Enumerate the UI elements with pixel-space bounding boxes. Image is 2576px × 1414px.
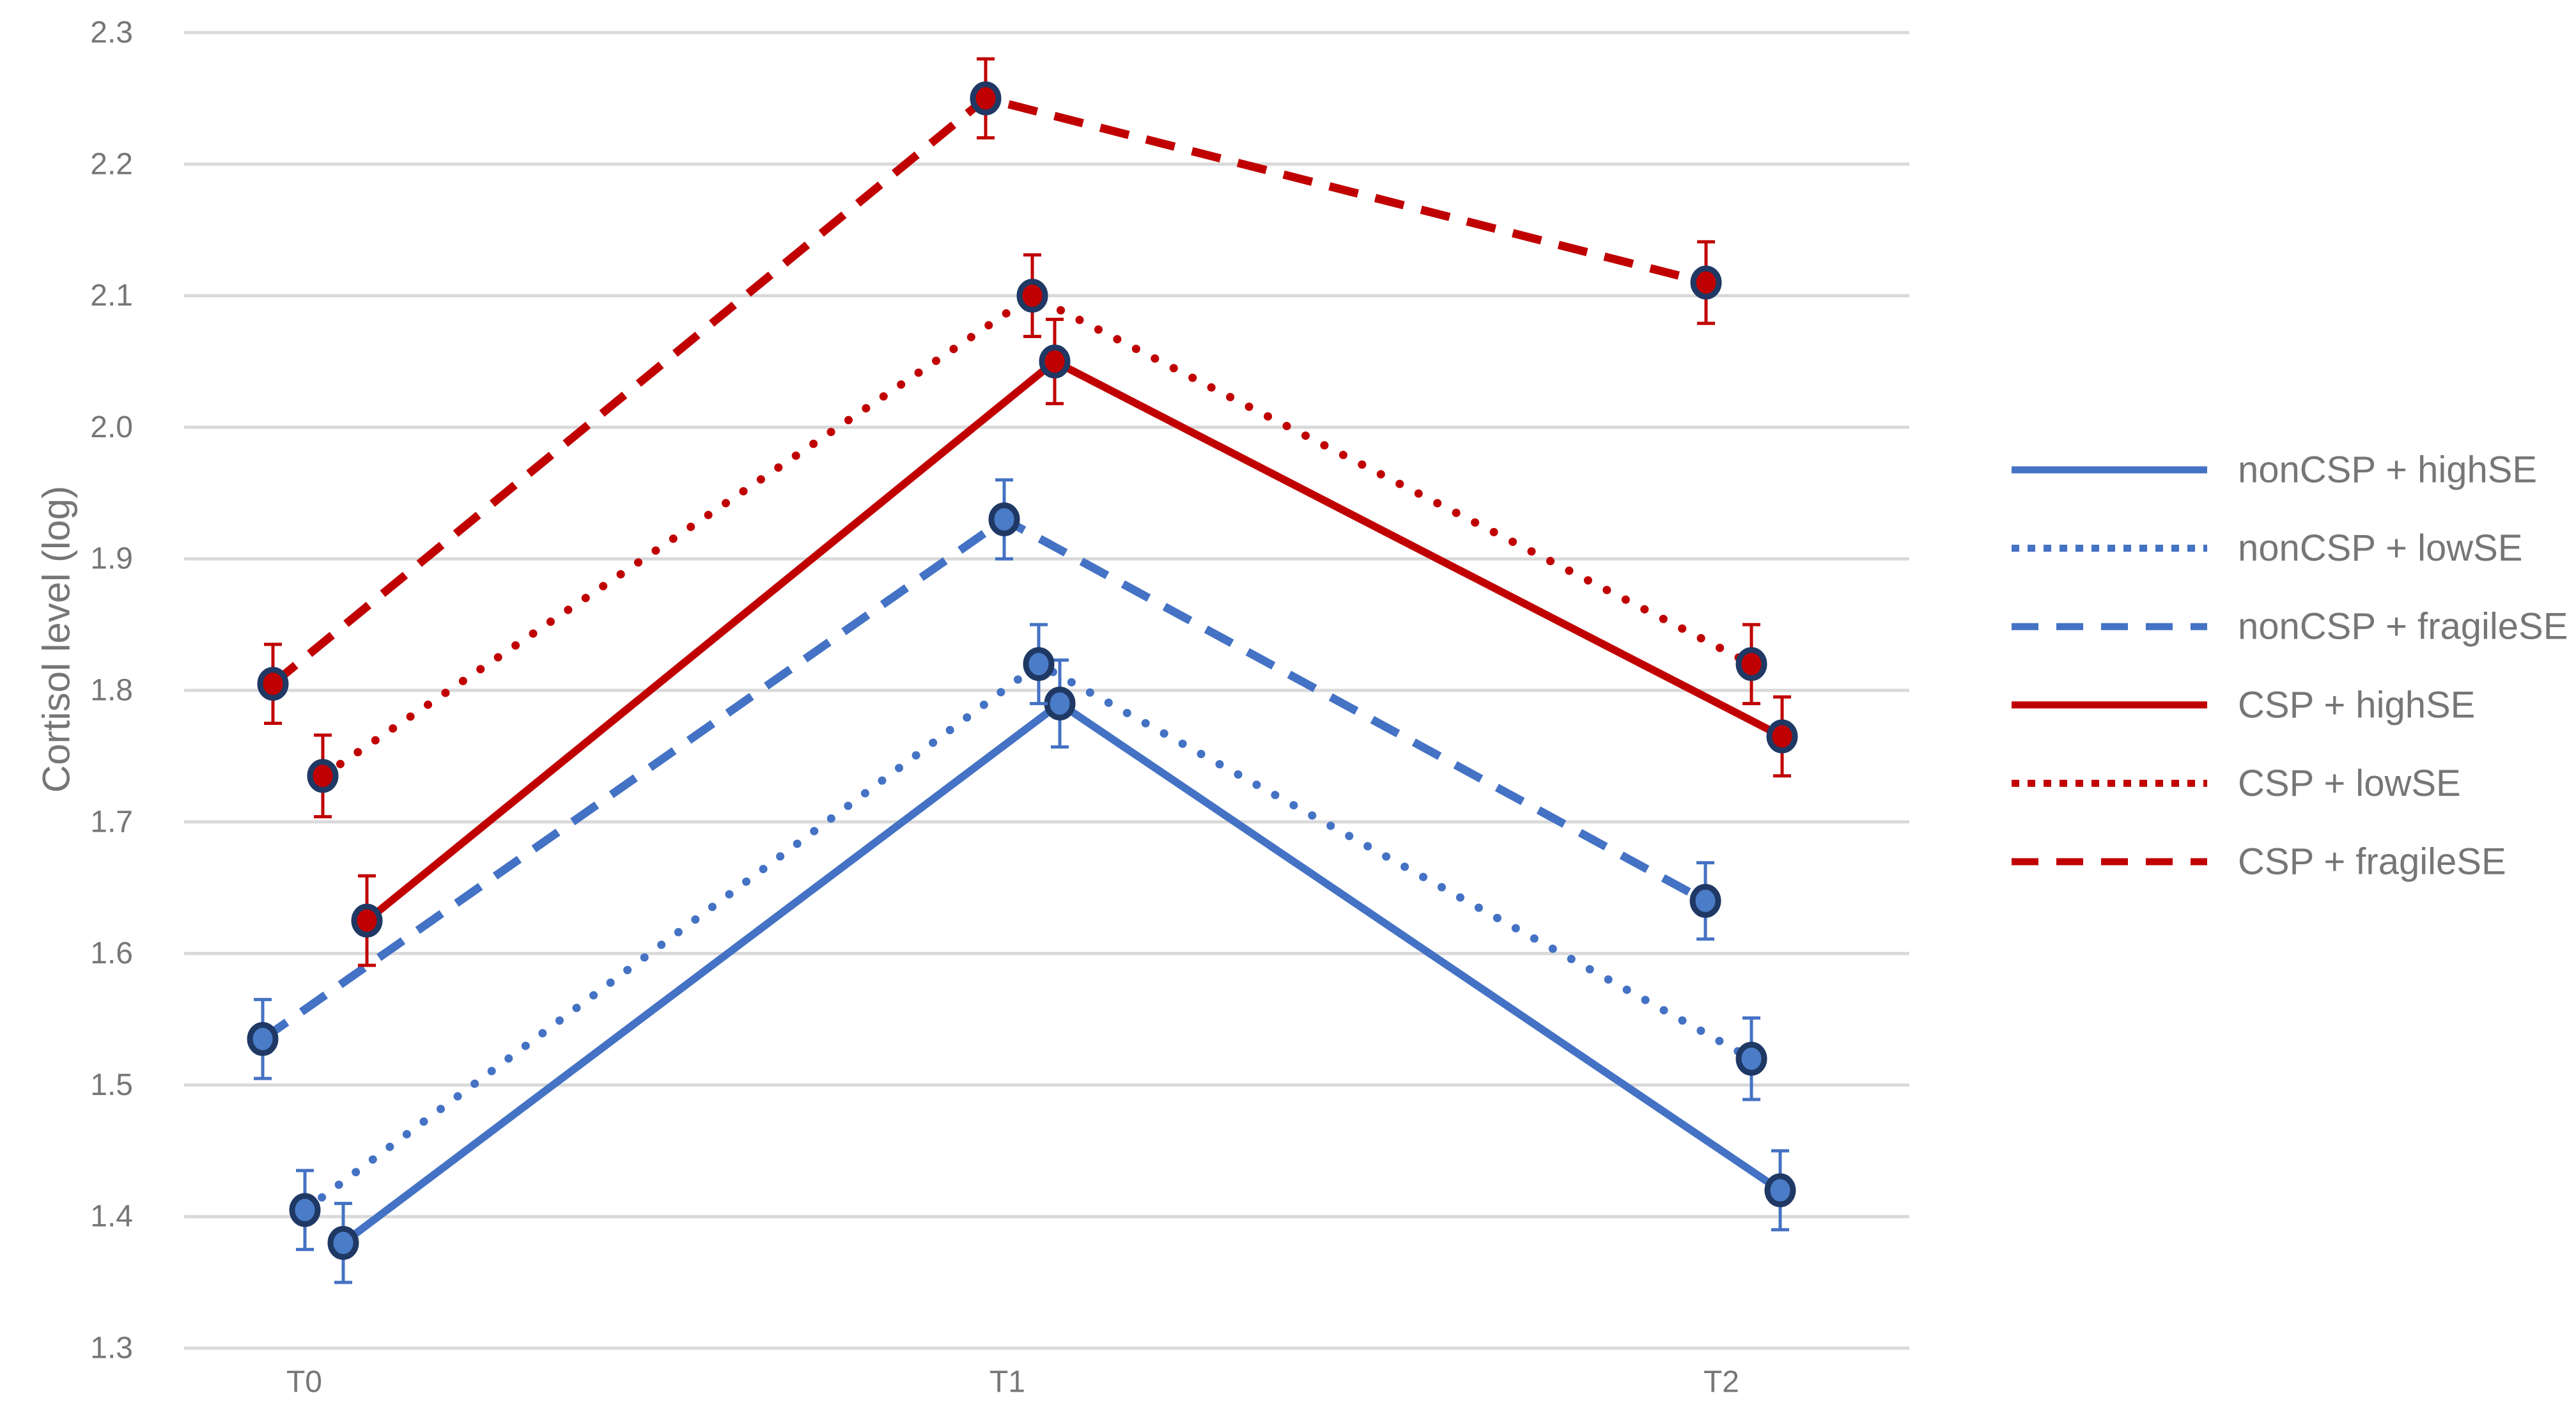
data-point-noncsp-lowse-t1: [1023, 647, 1055, 681]
data-point-noncsp-highse-t1: [1044, 687, 1076, 721]
x-axis-tick-labels: T0 T1 T2: [286, 1365, 1739, 1399]
y-tick-label-1.9: 1.9: [90, 542, 133, 576]
y-tick-label-2.0: 2.0: [90, 410, 133, 444]
data-point-csp-fragilese-t0: [257, 667, 289, 701]
series-noncsp-lowse: [289, 623, 1767, 1252]
data-point-csp-lowse-t0: [307, 759, 339, 793]
legend: nonCSP + highSE nonCSP + lowSE nonCSP + fr…: [2012, 449, 2568, 883]
data-point-noncsp-highse-t2: [1764, 1173, 1796, 1208]
x-axis-label-t2: T2: [1703, 1365, 1739, 1399]
series-line-csp-fragilese: [270, 93, 1707, 687]
x-axis-label-t0: T0: [286, 1365, 322, 1399]
series-layer: [247, 57, 1798, 1284]
y-axis-title: Cortisol level (log): [35, 486, 78, 793]
data-point-noncsp-highse-t0: [327, 1225, 359, 1260]
gridlines-layer: [184, 31, 1909, 1350]
data-point-csp-highse-t1: [1039, 345, 1071, 378]
legend-item-noncsp-fragilese: nonCSP + fragileSE: [2012, 606, 2568, 648]
legend-item-csp-lowse: CSP + lowSE: [2012, 763, 2461, 804]
data-point-csp-highse-t0: [351, 903, 383, 938]
series-csp-highse: [351, 318, 1798, 967]
legend-label-csp-fragilese: CSP + fragileSE: [2238, 841, 2506, 883]
y-tick-label-2.1: 2.1: [90, 279, 133, 313]
y-tick-label-1.6: 1.6: [90, 936, 133, 970]
y-tick-label-1.8: 1.8: [90, 674, 133, 708]
y-tick-label-1.7: 1.7: [90, 805, 133, 839]
series-csp-fragilese: [257, 57, 1722, 725]
data-point-csp-lowse-t2: [1735, 647, 1767, 681]
legend-label-noncsp-lowse: nonCSP + lowSE: [2238, 527, 2522, 569]
legend-item-csp-highse: CSP + highSE: [2012, 684, 2475, 726]
series-line-csp-lowse: [318, 291, 1756, 781]
series-csp-lowse: [307, 253, 1767, 819]
series-line-noncsp-highse: [341, 699, 1783, 1247]
legend-label-csp-lowse: CSP + lowSE: [2238, 763, 2461, 804]
y-tick-label-1.3: 1.3: [90, 1332, 133, 1365]
series-noncsp-fragilese: [247, 478, 1721, 1080]
legend-item-noncsp-lowse: nonCSP + lowSE: [2012, 527, 2522, 569]
series-line-noncsp-fragilese: [260, 514, 1708, 1043]
data-point-noncsp-lowse-t2: [1735, 1041, 1767, 1076]
data-point-csp-lowse-t1: [1016, 279, 1048, 313]
y-tick-label-1.4: 1.4: [90, 1200, 133, 1234]
legend-label-noncsp-highse: nonCSP + highSE: [2238, 449, 2537, 491]
y-tick-label-1.5: 1.5: [90, 1068, 133, 1102]
legend-item-csp-fragilese: CSP + fragileSE: [2012, 841, 2506, 883]
series-noncsp-highse: [327, 658, 1796, 1284]
data-point-csp-fragilese-t2: [1690, 265, 1722, 300]
series-line-csp-highse: [364, 357, 1784, 924]
data-point-csp-fragilese-t1: [970, 81, 1002, 116]
data-point-noncsp-lowse-t0: [289, 1193, 321, 1227]
y-axis-tick-labels: 2.3 2.2 2.1 2.0 1.9 1.8 1.7 1.6 1.5 1.4 1.3: [90, 16, 133, 1365]
series-line-noncsp-lowse: [300, 659, 1756, 1215]
data-point-csp-highse-t2: [1766, 719, 1798, 754]
data-point-noncsp-fragilese-t0: [247, 1022, 279, 1056]
data-point-noncsp-fragilese-t2: [1689, 883, 1721, 918]
y-tick-label-2.3: 2.3: [90, 16, 133, 50]
legend-label-noncsp-fragilese: nonCSP + fragileSE: [2238, 606, 2568, 648]
y-tick-label-2.2: 2.2: [90, 147, 133, 181]
x-axis-label-t1: T1: [989, 1365, 1025, 1399]
legend-item-noncsp-highse: nonCSP + highSE: [2012, 449, 2537, 491]
data-point-noncsp-fragilese-t1: [988, 502, 1020, 536]
legend-label-csp-highse: CSP + highSE: [2238, 684, 2475, 726]
